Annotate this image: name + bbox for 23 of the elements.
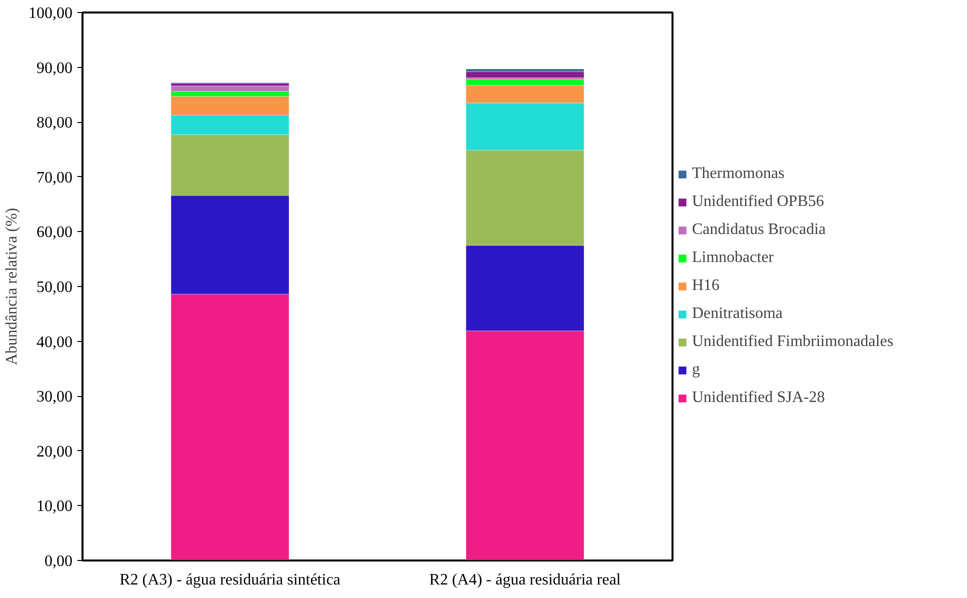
legend-label: Unidentified SJA-28: [692, 389, 825, 407]
y-tick-label: 60,00: [36, 224, 72, 242]
y-tick-label: 90,00: [36, 60, 72, 77]
y-axis-title: Abundância relativa (%): [4, 208, 20, 366]
legend-label: Thermomonas: [692, 165, 784, 183]
y-tick-label: 100,00: [28, 5, 72, 22]
x-tick-label: R2 (A3) - água residuária sintética: [120, 572, 340, 588]
y-tick-label: 80,00: [36, 114, 72, 132]
legend-label: Unidentified OPB56: [692, 193, 824, 211]
y-tick-label: 70,00: [36, 169, 72, 186]
legend-label: g: [692, 361, 701, 379]
x-tick-label: R2 (A4) - água residuária real: [429, 572, 622, 588]
legend-label: Limnobacter: [692, 249, 774, 267]
y-tick-label: 50,00: [36, 279, 72, 296]
y-tick-label: 20,00: [36, 443, 72, 460]
y-tick-label: 0,00: [44, 553, 72, 570]
legend-label: Unidentified Fimbriimonadales: [692, 333, 894, 351]
y-tick-label: 40,00: [36, 334, 72, 351]
legend-label: Denitratisoma: [692, 305, 783, 323]
legend-label: Candidatus Brocadia: [692, 221, 826, 239]
y-tick-label: 30,00: [36, 388, 72, 406]
legend-label: H16: [692, 277, 720, 295]
y-tick-label: 10,00: [36, 498, 72, 516]
